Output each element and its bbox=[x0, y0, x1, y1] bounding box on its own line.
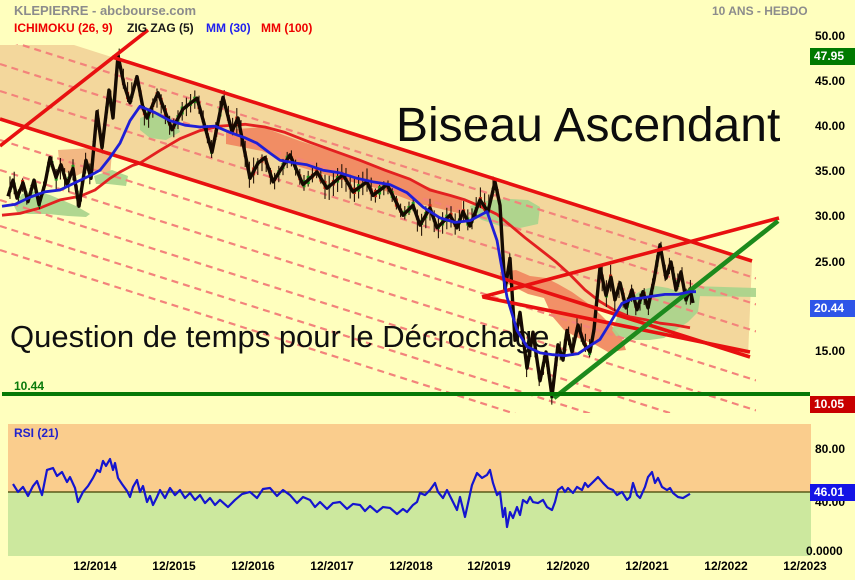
time-tick: 12/2023 bbox=[783, 559, 827, 573]
rsi-lower-zone bbox=[8, 492, 811, 556]
mm30-line bbox=[1, 104, 696, 358]
price-tick: 25.00 bbox=[815, 255, 846, 269]
time-tick: 12/2021 bbox=[625, 559, 669, 573]
wedge-support bbox=[552, 219, 780, 400]
time-tick: 12/2018 bbox=[389, 559, 433, 573]
time-tick: 12/2019 bbox=[467, 559, 511, 573]
price-tick: 40.00 bbox=[815, 119, 846, 133]
instrument-title: KLEPIERRE - abcbourse.com bbox=[14, 3, 197, 18]
chart-foreground-layers bbox=[0, 28, 811, 556]
price-tick: 50.00 bbox=[815, 29, 846, 43]
timeframe-label: 10 ANS - HEBDO bbox=[712, 4, 808, 18]
price-tick: 15.00 bbox=[815, 344, 846, 358]
time-tick: 12/2020 bbox=[546, 559, 590, 573]
rsi-line bbox=[12, 457, 691, 529]
time-tick: 12/2015 bbox=[152, 559, 196, 573]
rsi-tick: 0.0000 bbox=[806, 544, 843, 558]
price-tag: 47.95 bbox=[810, 47, 855, 65]
rsi-tick: 80.00 bbox=[815, 442, 846, 456]
channel-top bbox=[111, 55, 753, 263]
support-level-label: 10.44 bbox=[14, 379, 45, 393]
rsi-indicator-label: RSI (21) bbox=[14, 426, 59, 440]
price-tick: 30.00 bbox=[815, 209, 846, 223]
mm100-line bbox=[1, 122, 691, 330]
time-tick: 12/2022 bbox=[704, 559, 748, 573]
time-tick: 12/2014 bbox=[73, 559, 117, 573]
rsi-tag: 46.01 bbox=[810, 483, 855, 501]
indicator-mm100-label: MM (100) bbox=[261, 21, 313, 35]
breakdown-line bbox=[482, 295, 751, 354]
channel-bottom bbox=[0, 117, 751, 359]
price-tick: 45.00 bbox=[815, 74, 846, 88]
price-tick: 35.00 bbox=[815, 164, 846, 178]
annotation-biseau-text: Biseau Ascendant bbox=[396, 99, 780, 152]
price-tag: 20.44 bbox=[810, 299, 855, 317]
indicator-mm30-label: MM (30) bbox=[206, 21, 251, 35]
annotation-question-text: Question de temps pour le Décrochage bbox=[10, 319, 549, 354]
zigzag-line bbox=[6, 53, 695, 399]
time-tick: 12/2016 bbox=[231, 559, 275, 573]
price-tag: 10.05 bbox=[810, 395, 855, 413]
indicator-zigzag-label: ZIG ZAG (5) bbox=[127, 21, 194, 35]
wedge-top bbox=[481, 216, 780, 299]
time-tick: 12/2017 bbox=[310, 559, 354, 573]
indicator-ichimoku-label: ICHIMOKU (26, 9) bbox=[14, 21, 113, 35]
rsi-upper-zone bbox=[8, 424, 811, 492]
